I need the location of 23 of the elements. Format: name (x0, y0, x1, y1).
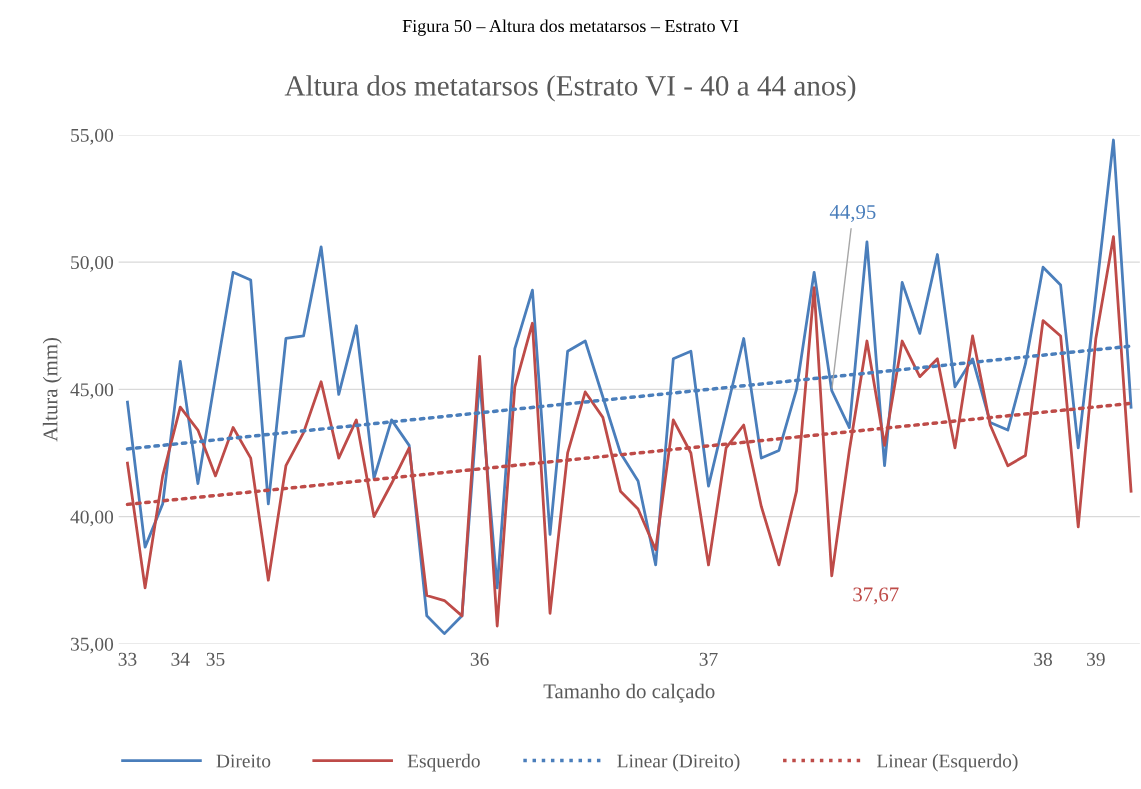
legend-label: Esquerdo (407, 753, 480, 772)
x-tick-label: 37 (699, 652, 718, 666)
legend-label: Direito (216, 754, 271, 768)
x-tick-label: 34 (171, 652, 190, 666)
x-tick-label: 36 (470, 652, 489, 666)
y-tick-label: 35,00 (70, 637, 114, 654)
chart-title: Figura 50 – Altura dos metatarsos – Estrato VI (402, 19, 739, 36)
line-series (126, 235, 1133, 628)
x-tick-label: 39 (1087, 652, 1105, 666)
x-tick-label: 35 (206, 652, 225, 666)
x-tick-label: 33 (118, 652, 137, 666)
y-tick-label: 40,00 (70, 510, 114, 527)
chart-subtitle: Altura dos metatarsos (Estrato VI - 40 a 44 anos) (284, 75, 856, 102)
y-tick-label: 45,00 (70, 383, 114, 400)
y-tick-label: 50,00 (71, 255, 114, 272)
legend-label: Linear (Esquerdo) (876, 753, 1018, 772)
data-label: 44,95 (829, 205, 876, 223)
legend-label: Linear (Direito) (617, 753, 740, 772)
x-tick-label: 38 (1034, 652, 1052, 666)
y-tick-label: 55,00 (71, 128, 114, 145)
y-axis-title: Altura (mm) (42, 337, 62, 442)
data-label: 37,67 (853, 587, 899, 605)
x-axis-title: Tamanho do calçado (543, 683, 715, 703)
